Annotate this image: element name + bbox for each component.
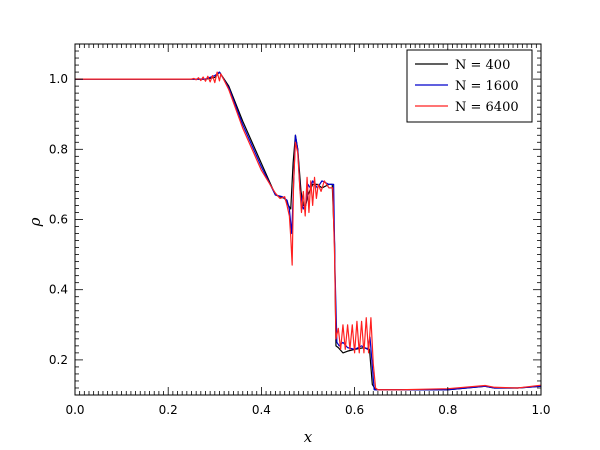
- x-tick-label: 0.0: [65, 403, 84, 417]
- series-layer: [75, 71, 541, 391]
- legend: N = 400 N = 1600 N = 6400: [406, 49, 533, 123]
- x-tick-label: 1.0: [531, 403, 550, 417]
- x-tick-label: 0.6: [345, 403, 364, 417]
- legend-label-n1600: N = 1600: [455, 79, 519, 94]
- x-axis-label: x: [304, 428, 313, 446]
- x-tick-label: 0.4: [252, 403, 271, 417]
- ticks-layer: [74, 43, 542, 396]
- series-line-n6400: [75, 71, 541, 391]
- y-axis-label: ρ: [26, 217, 44, 227]
- x-tick-label: 0.2: [159, 403, 178, 417]
- x-tick-label: 0.8: [438, 403, 457, 417]
- y-tick-label: 0.8: [49, 142, 68, 156]
- y-tick-label: 1.0: [49, 72, 68, 86]
- legend-label-n6400: N = 6400: [455, 100, 519, 115]
- y-tick-label: 0.4: [49, 283, 68, 297]
- y-tick-label: 0.2: [49, 353, 68, 367]
- y-tick-label: 0.6: [49, 213, 68, 227]
- legend-label-n400: N = 400: [455, 58, 510, 73]
- legend-box: [406, 49, 533, 123]
- tick-labels: 0.0 0.2 0.4 0.6 0.8 1.0 0.2 0.4 0.6 0.8 1.0: [49, 72, 551, 417]
